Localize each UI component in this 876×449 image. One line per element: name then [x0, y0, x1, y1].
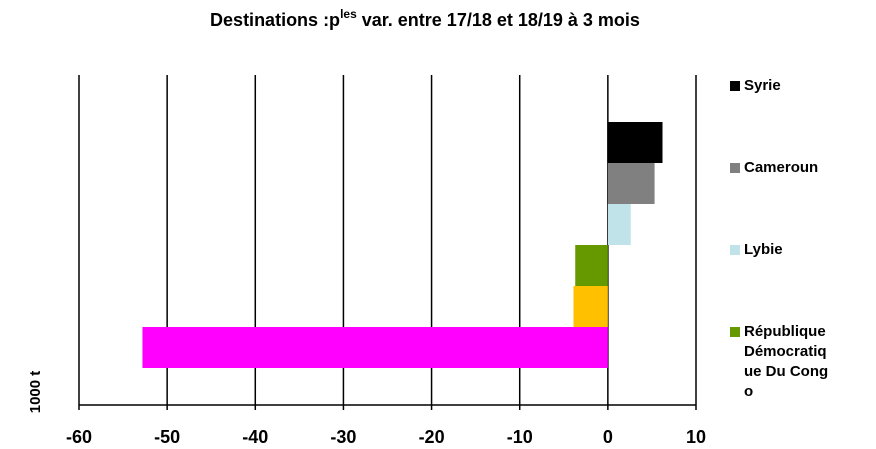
legend-label: Cameroun: [744, 159, 819, 176]
legend-swatch: [730, 163, 740, 173]
x-tick-label: -60: [66, 427, 92, 447]
title-part: Destinations :p: [210, 10, 340, 30]
legend-item: Syrie: [730, 76, 834, 96]
y-axis-label: 1000 t: [27, 371, 44, 414]
bar: [607, 204, 631, 245]
x-tick-label: -10: [507, 427, 533, 447]
legend-item: Cameroun: [730, 158, 834, 178]
x-tick-label: -30: [330, 427, 356, 447]
legend-swatch: [730, 245, 740, 255]
x-tick-label: 0: [603, 427, 613, 447]
title-superscript: les: [340, 7, 357, 21]
bar: [575, 245, 608, 286]
legend-item: République Démocratique Du Congo: [730, 322, 834, 402]
x-tick-label: -50: [154, 427, 180, 447]
legend-label: Syrie: [744, 77, 781, 94]
chart-title: Destinations :ples var. entre 17/18 et 1…: [210, 7, 640, 30]
x-tick-label: -20: [419, 427, 445, 447]
legend-swatch: [730, 327, 740, 337]
x-tick-label: -40: [242, 427, 268, 447]
legend-label: Lybie: [744, 241, 783, 258]
bar: [607, 163, 655, 204]
legend-swatch: [730, 81, 740, 91]
title-part: var. entre 17/18 et 18/19 à 3 mois: [357, 10, 640, 30]
bar: [573, 286, 608, 327]
legend-item: Lybie: [730, 240, 834, 260]
legend-label: République Démocratique Du Congo: [744, 323, 829, 400]
bar: [607, 122, 663, 163]
bar: [142, 327, 608, 368]
x-tick-label: 10: [686, 427, 706, 447]
